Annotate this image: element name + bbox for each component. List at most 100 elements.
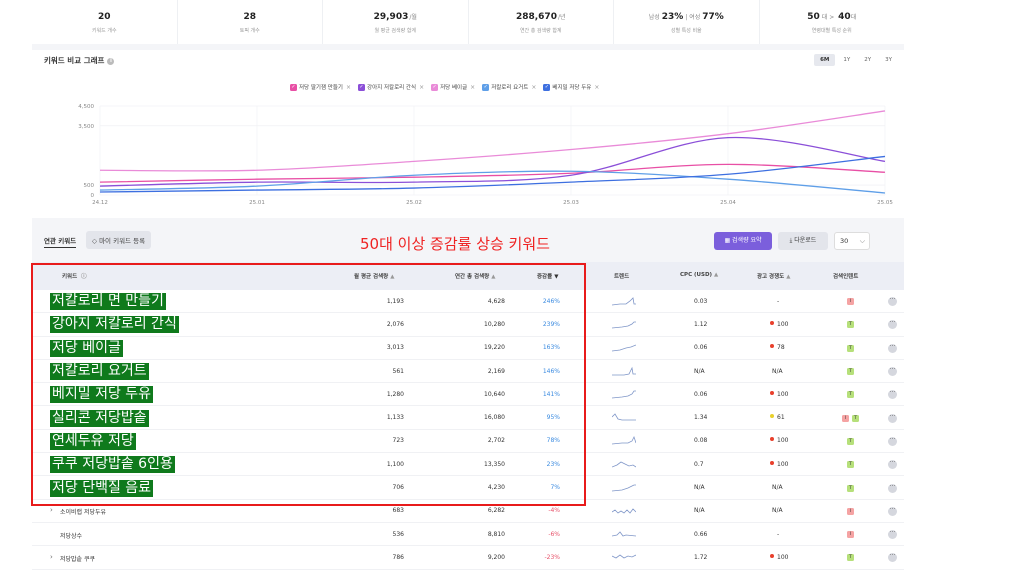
competition-value: - [777,530,780,538]
close-icon[interactable]: × [419,83,425,91]
more-options-icon[interactable]: ··· [888,506,897,516]
keyword-highlight[interactable]: 저칼로리 면 만들기 [50,293,166,311]
trend-sparkline [612,344,636,352]
close-icon[interactable]: × [594,83,600,91]
table-row[interactable]: 저당 베이글 3,013 19,220 163% 0.06 78 T ··· [32,337,904,360]
keyword-highlight[interactable]: 쿠쿠 저당밥솥 6인용 [50,456,175,474]
more-options-icon[interactable]: ··· [888,553,897,563]
close-icon[interactable]: × [531,83,537,91]
keyword-highlight[interactable]: 연세두유 저당 [50,432,136,450]
stat-value: 29,903/월 [323,12,468,22]
close-icon[interactable]: × [470,83,476,91]
th-monthly[interactable]: 월 평균 검색량 ▲ [354,274,395,280]
more-options-icon[interactable]: ··· [888,436,897,446]
keyword-text[interactable]: 소이비랩 저당두유 [60,509,107,517]
info-icon[interactable]: i [107,58,115,65]
legend-item[interactable]: ✓ 베지밀 저당 두유 × [543,83,599,91]
growth-rate: 141% [542,390,560,398]
th-yearly[interactable]: 연간 총 검색량 ▲ [455,274,496,280]
close-icon[interactable]: × [345,83,352,91]
table-row[interactable]: 저칼로리 요거트 561 2,169 146% N/A N/A T ··· [32,360,904,384]
keyword-text[interactable]: 저당상수 [60,532,83,540]
table-row[interactable]: 저당 단백질 음료 706 4,230 7% N/A N/A T ··· [32,476,904,500]
th-competition[interactable]: 광고 경쟁도 ▲ [757,274,791,280]
checkbox-icon[interactable]: ✓ [543,83,551,91]
table-row[interactable]: 저당상수 536 8,810 -6% 0.66 - I ··· [32,523,904,547]
table-row[interactable]: 저칼로리 면 만들기 1,193 4,628 246% 0.03 - I ··· [32,290,904,314]
checkbox-icon[interactable]: ✓ [358,83,366,91]
legend-item[interactable]: ✓ 저당 딸기잼 만들기 × [290,83,351,91]
keyword-highlight[interactable]: 실리콘 저당밥솥 [50,409,149,427]
keyword-highlight[interactable]: 강아지 저칼로리 간식 [50,316,179,334]
th-keyword[interactable]: 키워드 ⓘ [62,274,87,280]
keyword-highlight[interactable]: 저칼로리 요거트 [50,363,149,381]
competition-dot [770,460,774,465]
keyword-highlight[interactable]: 베지밀 저당 두유 [50,386,154,404]
intent-badge: I [847,507,854,515]
more-options-icon[interactable]: ··· [888,367,897,377]
trend-sparkline [612,554,636,559]
th-cpc[interactable]: CPC (USD) ▲ [680,272,719,278]
stat-item: 남성 23% | 여성 77% 성별 특성 비율 [614,0,760,44]
cpc: 0.7 [694,460,704,468]
more-options-icon[interactable]: ··· [888,530,897,540]
period-6m[interactable]: 6M [814,54,836,66]
trend-sparkline [612,461,636,468]
growth-rate: 7% [550,484,560,492]
sort-icon: ▲ [714,272,719,278]
legend-item[interactable]: ✓ 저칼로리 요거트 × [482,83,536,91]
table-row[interactable]: 실리콘 저당밥솥 1,133 16,080 95% 1.34 61 I T ··· [32,407,904,430]
table-row[interactable]: › 소이비랩 저당두유 683 6,282 -4% N/A N/A I ··· [32,500,904,523]
monthly-volume: 561 [392,367,404,375]
download-button[interactable]: ⤓ 다운로드 [778,232,828,250]
competition-value: 100 [777,553,789,561]
trend-sparkline [612,296,636,306]
checkbox-icon[interactable]: ✓ [482,83,490,91]
sparkline-path [612,321,636,329]
keyword-highlight[interactable]: 저당 베이글 [50,339,123,357]
legend-item[interactable]: ✓ 저당 베이글 × [431,83,475,91]
checkbox-icon[interactable]: ✓ [431,83,439,91]
chart-legend: ✓ 저당 딸기잼 만들기 × ✓ 강아지 저칼로리 간식 × ✓ 저당 베이글 × ✓ 저칼로리 요… [290,83,599,91]
table-row[interactable]: 연세두유 저당 723 2,702 78% 0.08 100 T ··· [32,430,904,454]
yearly-volume: 19,220 [484,344,505,352]
more-options-icon[interactable]: ··· [888,320,897,330]
monthly-volume: 1,280 [386,390,404,398]
more-options-icon[interactable]: ··· [888,297,897,307]
sparkline-path [612,461,636,468]
stat-value: 28 [178,12,323,22]
keyword-highlight[interactable]: 저당 단백질 음료 [50,479,154,497]
more-options-icon[interactable]: ··· [888,413,897,423]
intent-badge: T [852,414,859,422]
yearly-volume: 10,640 [484,390,505,398]
th-growth[interactable]: 증감률 ▼ [537,274,559,280]
period-2y[interactable]: 2Y [864,57,872,63]
table-row[interactable]: › 저당밥솥 쿠쿠 786 9,200 -23% 1.72 100 T ··· [32,546,904,570]
my-keyword-register-button[interactable]: ◇ 마이 키워드 등록 [86,231,152,249]
keyword-text[interactable]: 저당밥솥 쿠쿠 [60,555,96,563]
more-options-icon[interactable]: ··· [888,483,897,493]
table-row[interactable]: 쿠쿠 저당밥솥 6인용 1,100 13,350 23% 0.7 100 T ··· [32,453,904,477]
period-3y[interactable]: 3Y [885,57,892,63]
yearly-volume: 2,169 [487,367,505,375]
more-options-icon[interactable]: ··· [888,390,897,400]
legend-item[interactable]: ✓ 강아지 저칼로리 간식 × [358,83,424,91]
rows-per-page-select[interactable]: 30 ⌵ [834,232,870,250]
chevron-right-icon[interactable]: › [50,552,53,561]
stats-bar: 20 키워드 개수 28 토픽 개수 29,903/월 월 평균 검색량 합계 288,67… [32,0,904,44]
legend-label: 저칼로리 요거트 [491,85,529,91]
more-options-icon[interactable]: ··· [888,343,897,353]
intent-badge: T [847,368,854,376]
table-row[interactable]: 베지밀 저당 두유 1,280 10,640 141% 0.06 100 T ··· [32,383,904,407]
table-row[interactable]: 강아지 저칼로리 간식 2,076 10,280 239% 1.12 100 T ··· [32,313,904,337]
stat-number: 28 [243,12,257,22]
checkbox-icon[interactable]: ✓ [290,83,297,91]
competition: - [777,531,779,538]
more-options-icon[interactable]: ··· [888,460,897,470]
period-1y[interactable]: 1Y [843,57,851,63]
chevron-right-icon[interactable]: › [50,506,53,515]
tab-related-keywords[interactable]: 연관 키워드 [44,235,77,248]
search-volume-summary-button[interactable]: ▦ 검색량 요약 [714,232,772,250]
legend-label: 강아지 저칼로리 간식 [367,85,417,91]
legend-label: 베지밀 저당 두유 [552,85,592,91]
